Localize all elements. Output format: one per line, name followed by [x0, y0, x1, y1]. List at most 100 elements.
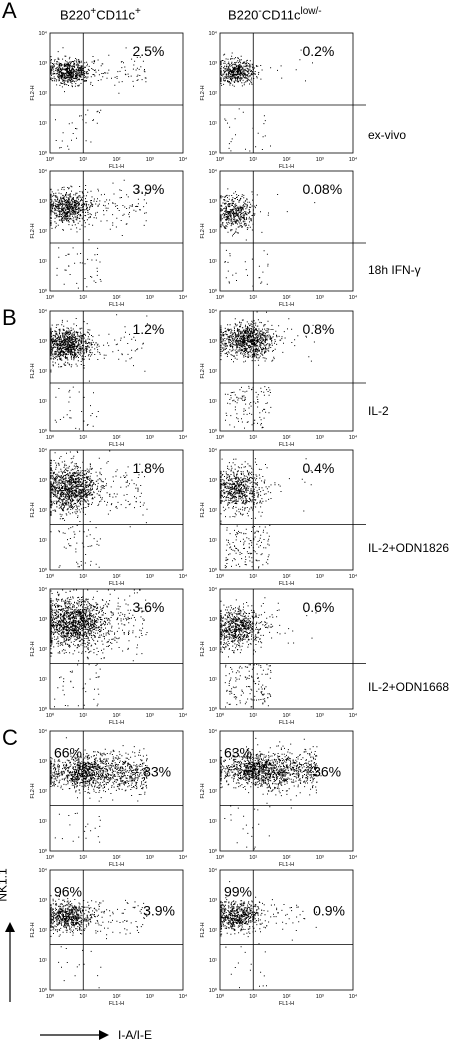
percent-label: 2.5% — [132, 43, 164, 59]
event-dots — [50, 47, 147, 150]
y-axis-title: FL2-H — [30, 783, 36, 798]
x-tick-label: 10² — [113, 855, 121, 861]
y-tick-label: 10¹ — [209, 819, 217, 825]
y-tick-label: 10² — [209, 369, 217, 375]
y-tick-label: 10⁰ — [39, 567, 48, 574]
y-tick-label: 10⁴ — [39, 308, 48, 315]
plot-frame — [219, 449, 354, 571]
x-tick-label: 10³ — [146, 574, 154, 580]
y-tick-label: 10² — [209, 647, 217, 653]
y-axis-title: FL2-H — [200, 85, 206, 100]
x-axis-title: FL1-H — [109, 302, 124, 308]
x-tick-label: 10⁴ — [349, 712, 358, 719]
plot-events — [50, 47, 147, 150]
plot-frame — [49, 170, 184, 292]
x-tick-label: 10³ — [316, 855, 324, 861]
x-tick-label: 10¹ — [79, 435, 87, 441]
y-tick-label: 10⁰ — [39, 706, 48, 713]
plot-frame — [49, 869, 184, 991]
x-tick-label: 10¹ — [249, 157, 257, 163]
y-tick-label: 10³ — [209, 617, 217, 623]
y-tick-label: 10¹ — [39, 677, 47, 683]
x-tick-label: 10⁰ — [216, 712, 225, 719]
y-axis-title: FL2-H — [200, 363, 206, 378]
y-tick-label: 10⁰ — [209, 848, 218, 855]
y-tick-label: 10¹ — [209, 259, 217, 265]
y-tick-label: 10⁴ — [39, 168, 48, 175]
y-tick-label: 10⁴ — [209, 168, 218, 175]
y-tick-label: 10³ — [209, 478, 217, 484]
y-tick-label: 10² — [209, 229, 217, 235]
x-tick-label: 10³ — [316, 713, 324, 719]
x-axis-title: FL1-H — [109, 442, 124, 448]
plot-events — [220, 311, 315, 429]
condition-label-il2-odn1826: IL-2+ODN1826 — [368, 541, 450, 555]
x-axis-title: FL1-H — [109, 1001, 124, 1007]
percent-label: 3.9% — [132, 181, 164, 197]
y-axis-arrow-head — [5, 922, 15, 932]
y-tick-label: 10¹ — [209, 121, 217, 127]
y-tick-label: 10² — [209, 789, 217, 795]
y-tick-label: 10⁰ — [209, 987, 218, 994]
x-axis-title: FL1-H — [279, 862, 294, 868]
condition-label-il2-odn1668: IL-2+ODN1668 — [368, 680, 450, 694]
y-tick-label: 10⁴ — [39, 586, 48, 593]
panel-letter-a: A — [2, 0, 17, 23]
x-tick-label: 10² — [113, 994, 121, 1000]
x-tick-label: 10⁴ — [349, 993, 358, 1000]
x-axis-title: FL1-H — [109, 862, 124, 868]
plot-events — [220, 458, 312, 569]
x-tick-label: 10⁴ — [349, 573, 358, 580]
event-dots — [220, 311, 315, 429]
x-tick-label: 10⁴ — [349, 854, 358, 861]
y-axis-label-wrap: NK1.1 — [0, 860, 20, 910]
percent-label: 0.8% — [302, 321, 334, 337]
percent-label: 33% — [143, 764, 171, 780]
x-tick-label: 10³ — [316, 157, 324, 163]
x-tick-label: 10⁰ — [46, 993, 55, 1000]
plot-frame — [49, 449, 184, 571]
header-right-sup2: low/- — [300, 6, 322, 17]
column-header-left: B220+CD11c+ — [60, 6, 141, 22]
y-tick-label: 10³ — [39, 478, 47, 484]
plot-events — [220, 49, 313, 152]
plot-frame — [219, 730, 354, 852]
x-tick-label: 10³ — [146, 157, 154, 163]
x-tick-label: 10⁴ — [179, 294, 188, 301]
plot-frame — [49, 32, 184, 154]
x-tick-label: 10² — [113, 713, 121, 719]
x-tick-label: 10³ — [146, 713, 154, 719]
header-left-sup2: + — [135, 6, 141, 17]
x-tick-label: 10⁰ — [216, 156, 225, 163]
x-tick-label: 10¹ — [249, 435, 257, 441]
x-tick-label: 10³ — [316, 295, 324, 301]
x-tick-label: 10¹ — [79, 994, 87, 1000]
y-tick-label: 10⁰ — [209, 567, 218, 574]
y-tick-label: 10⁴ — [39, 867, 48, 874]
percent-label: 0.08% — [302, 181, 342, 197]
y-tick-label: 10¹ — [209, 538, 217, 544]
x-tick-label: 10³ — [146, 855, 154, 861]
x-tick-label: 10⁰ — [46, 854, 55, 861]
y-tick-label: 10⁴ — [39, 30, 48, 37]
y-tick-label: 10³ — [209, 61, 217, 67]
y-tick-label: 10² — [39, 928, 47, 934]
plot-frame — [219, 310, 354, 432]
y-tick-label: 10¹ — [209, 958, 217, 964]
x-tick-label: 10⁰ — [46, 712, 55, 719]
event-dots — [220, 737, 322, 850]
percent-label: 36% — [313, 764, 341, 780]
x-tick-label: 10¹ — [79, 855, 87, 861]
y-axis-title: FL2-H — [200, 223, 206, 238]
y-tick-label: 10⁰ — [209, 706, 218, 713]
x-tick-label: 10⁴ — [179, 434, 188, 441]
plot-events — [50, 179, 147, 289]
condition-label-ifn-gamma: 18h IFN-γ — [368, 263, 421, 277]
y-axis-title: FL2-H — [200, 922, 206, 937]
x-tick-label: 10⁰ — [216, 573, 225, 580]
